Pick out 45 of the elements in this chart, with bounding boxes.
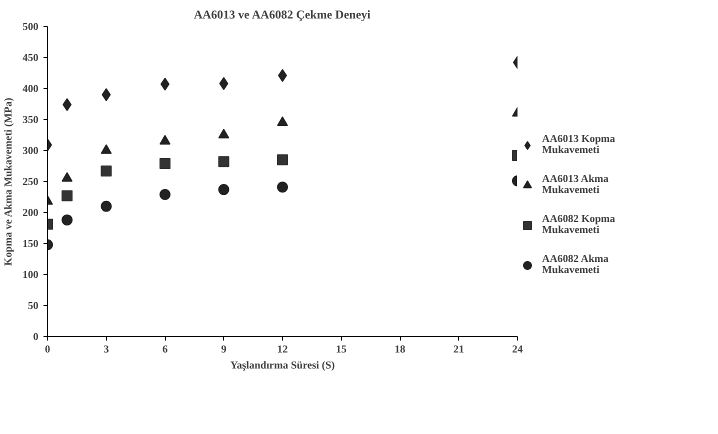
- legend-label: AA6082 Akma Mukavemeti: [542, 254, 609, 276]
- x-tick-label: 24: [512, 344, 524, 356]
- point: [277, 182, 288, 193]
- point: [100, 200, 112, 212]
- point: [62, 172, 73, 182]
- point: [160, 158, 170, 170]
- point: [277, 116, 288, 126]
- y-tick-label: 400: [22, 84, 38, 95]
- legend-label: AA6013 Akma Mukavemeti: [542, 174, 609, 196]
- x-tick-label: 6: [162, 344, 168, 356]
- x-tick-label: 18: [394, 344, 406, 356]
- point: [62, 214, 73, 226]
- x-tick-label: 0: [44, 344, 50, 356]
- point: [218, 128, 230, 138]
- point: [62, 98, 72, 112]
- y-tick-label: 450: [22, 53, 38, 64]
- y-tick-label: 500: [22, 22, 38, 33]
- point: [100, 144, 112, 154]
- x-tick-label: 3: [104, 344, 109, 356]
- x-tick-label: 15: [336, 344, 347, 356]
- y-tick-label: 200: [22, 208, 38, 219]
- y-tick-label: 0: [33, 332, 38, 343]
- y-axis-title: Kopma ve Akma Mukavemeti (MPa): [4, 97, 15, 266]
- point: [102, 88, 111, 102]
- y-tick-label: 50: [28, 301, 38, 312]
- chart-title: AA6013 ve AA6082 Çekme Deneyi: [194, 8, 372, 22]
- point: [218, 156, 230, 168]
- legend-label: AA6013 Kopma Mukavemeti: [542, 134, 616, 156]
- y-tick-label: 300: [22, 146, 38, 157]
- y-tick-label: 350: [22, 115, 38, 126]
- point: [160, 134, 170, 145]
- point: [219, 77, 228, 90]
- x-tick-label: 12: [277, 344, 288, 356]
- legend-label: AA6082 Kopma Mukavemeti: [542, 214, 616, 236]
- point: [277, 154, 288, 166]
- x-axis-title: Yaşlandırma Süresi (S): [230, 360, 336, 372]
- point: [62, 190, 73, 202]
- point: [100, 165, 112, 176]
- point: [160, 189, 170, 200]
- x-tick-label: 21: [453, 344, 464, 356]
- y-tick-label: 100: [22, 270, 38, 281]
- y-tick-label: 150: [22, 239, 38, 250]
- x-tick-label: 9: [221, 344, 226, 356]
- y-tick-label: 250: [22, 177, 38, 188]
- point: [218, 184, 230, 196]
